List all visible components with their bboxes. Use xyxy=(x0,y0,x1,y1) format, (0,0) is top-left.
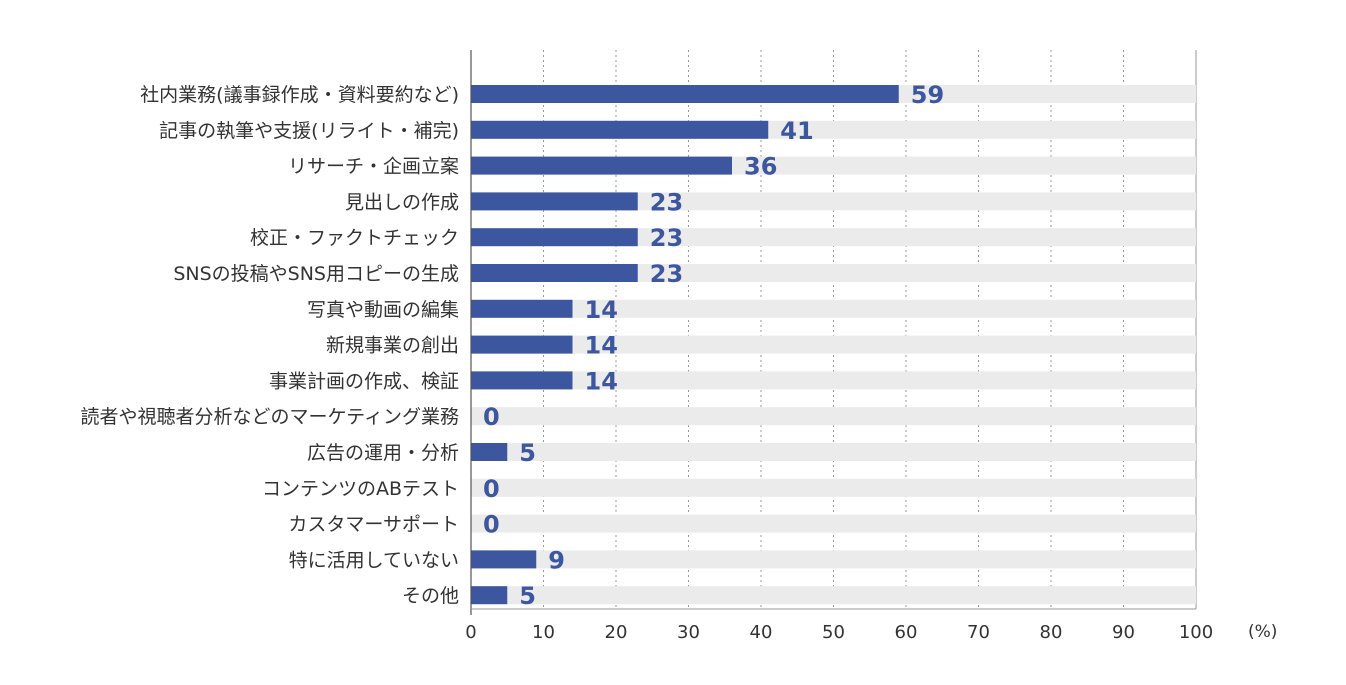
bar-track xyxy=(471,514,1196,533)
value-label: 14 xyxy=(585,296,618,324)
x-tick-label: 20 xyxy=(605,622,628,643)
bar-track xyxy=(471,407,1196,426)
bar-track xyxy=(471,264,1196,282)
bar-track xyxy=(471,586,1196,605)
bars xyxy=(471,85,899,605)
bar xyxy=(471,443,508,461)
value-label: 23 xyxy=(650,224,683,252)
x-tick-label: 100 xyxy=(1179,622,1213,643)
value-label: 23 xyxy=(650,260,683,288)
value-label: 5 xyxy=(519,582,536,610)
value-label: 14 xyxy=(585,332,618,360)
value-label: 0 xyxy=(483,511,500,539)
category-label: 記事の執筆や支援(リライト・補完) xyxy=(159,120,459,142)
bar xyxy=(471,156,732,175)
x-tick-label: 70 xyxy=(967,622,990,643)
bar-track xyxy=(471,228,1196,247)
value-label: 41 xyxy=(780,117,813,145)
x-tick-label: 40 xyxy=(750,622,773,643)
bar-track xyxy=(471,443,1196,461)
category-label: カスタマーサポート xyxy=(288,514,459,536)
x-tick-label: 90 xyxy=(1112,622,1135,643)
bar-track xyxy=(471,478,1196,497)
value-label: 5 xyxy=(519,439,536,467)
x-tick-label: 50 xyxy=(822,622,845,643)
bar xyxy=(471,586,508,605)
value-label: 0 xyxy=(483,475,500,503)
category-label: 社内業務(議事録作成・資料要約など) xyxy=(140,84,459,106)
axis xyxy=(470,50,1196,615)
category-label: その他 xyxy=(402,585,459,607)
bar-track xyxy=(471,371,1196,390)
bar xyxy=(471,371,573,390)
value-label: 59 xyxy=(911,81,944,109)
bar xyxy=(471,120,769,139)
value-label: 9 xyxy=(548,546,565,574)
bar xyxy=(471,192,638,211)
category-label: リサーチ・企画立案 xyxy=(288,156,459,178)
bar-track xyxy=(471,550,1196,569)
category-label: 広告の運用・分析 xyxy=(307,442,459,464)
category-labels: 社内業務(議事録作成・資料要約など) 記事の執筆や支援(リライト・補完) リサーチ・… xyxy=(81,84,459,607)
x-unit-label: (%) xyxy=(1248,622,1277,642)
bar xyxy=(471,335,573,354)
x-tick-label: 0 xyxy=(465,622,476,643)
bar-track xyxy=(471,299,1196,318)
bar xyxy=(471,299,573,318)
value-label: 36 xyxy=(744,153,777,181)
bar-track xyxy=(471,335,1196,354)
bar xyxy=(471,85,899,103)
x-tick-labels: 0 10 20 30 40 50 60 70 80 90 100 xyxy=(465,622,1213,643)
category-label: 写真や動画の編集 xyxy=(307,299,459,321)
category-label: 見出しの作成 xyxy=(345,191,459,213)
bar xyxy=(471,264,638,282)
value-label: 23 xyxy=(650,188,683,216)
value-label: 14 xyxy=(585,367,618,395)
value-label: 0 xyxy=(483,403,500,431)
bar xyxy=(471,228,638,247)
category-label: コンテンツのABテスト xyxy=(262,478,459,500)
category-label: 新規事業の創出 xyxy=(326,335,459,357)
category-label: 事業計画の作成、検証 xyxy=(269,370,459,392)
bar-track xyxy=(471,192,1196,211)
category-label: 校正・ファクトチェック xyxy=(250,227,459,249)
x-tick-label: 30 xyxy=(677,622,700,643)
category-label: SNSの投稿やSNS用コピーの生成 xyxy=(173,263,459,285)
bar xyxy=(471,550,537,569)
category-label: 読者や視聴者分析などのマーケティング業務 xyxy=(81,406,459,428)
x-tick-label: 80 xyxy=(1040,622,1063,643)
category-label: 特に活用していない xyxy=(289,549,459,571)
x-tick-label: 10 xyxy=(532,622,555,643)
x-tick-label: 60 xyxy=(895,622,918,643)
